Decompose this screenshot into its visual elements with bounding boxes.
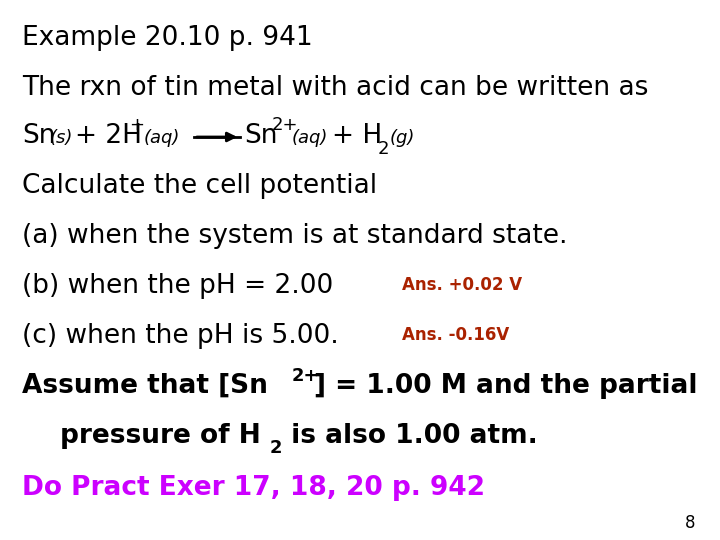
Text: 2+: 2+ [292, 367, 319, 385]
Text: + H: + H [332, 123, 382, 149]
Text: is also 1.00 atm.: is also 1.00 atm. [282, 423, 538, 449]
Text: (g): (g) [390, 129, 415, 147]
Text: +: + [129, 116, 144, 134]
Text: 2+: 2+ [272, 116, 299, 134]
Text: Sn: Sn [22, 123, 55, 149]
Text: (c) when the pH is 5.00.: (c) when the pH is 5.00. [22, 323, 338, 349]
Text: Ans. -0.16V: Ans. -0.16V [402, 326, 509, 344]
Text: (b) when the pH = 2.00: (b) when the pH = 2.00 [22, 273, 333, 299]
Text: 2: 2 [269, 439, 282, 457]
Text: Do Pract Exer 17, 18, 20 p. 942: Do Pract Exer 17, 18, 20 p. 942 [22, 475, 485, 501]
Text: Sn: Sn [244, 123, 277, 149]
Text: (aq): (aq) [144, 129, 181, 147]
Text: (a) when the system is at standard state.: (a) when the system is at standard state… [22, 223, 567, 249]
Text: Example 20.10 p. 941: Example 20.10 p. 941 [22, 25, 312, 51]
Text: Ans. +0.02 V: Ans. +0.02 V [402, 276, 522, 294]
Text: Assume that [Sn: Assume that [Sn [22, 373, 268, 399]
Text: ] = 1.00 M and the partial: ] = 1.00 M and the partial [314, 373, 698, 399]
Text: The rxn of tin metal with acid can be written as: The rxn of tin metal with acid can be wr… [22, 75, 649, 101]
Text: (s): (s) [50, 129, 73, 147]
Text: Calculate the cell potential: Calculate the cell potential [22, 173, 377, 199]
Text: + 2H: + 2H [75, 123, 142, 149]
Text: 2: 2 [378, 140, 390, 158]
Text: (aq): (aq) [292, 129, 328, 147]
Text: pressure of H: pressure of H [60, 423, 261, 449]
Text: 8: 8 [685, 514, 695, 532]
